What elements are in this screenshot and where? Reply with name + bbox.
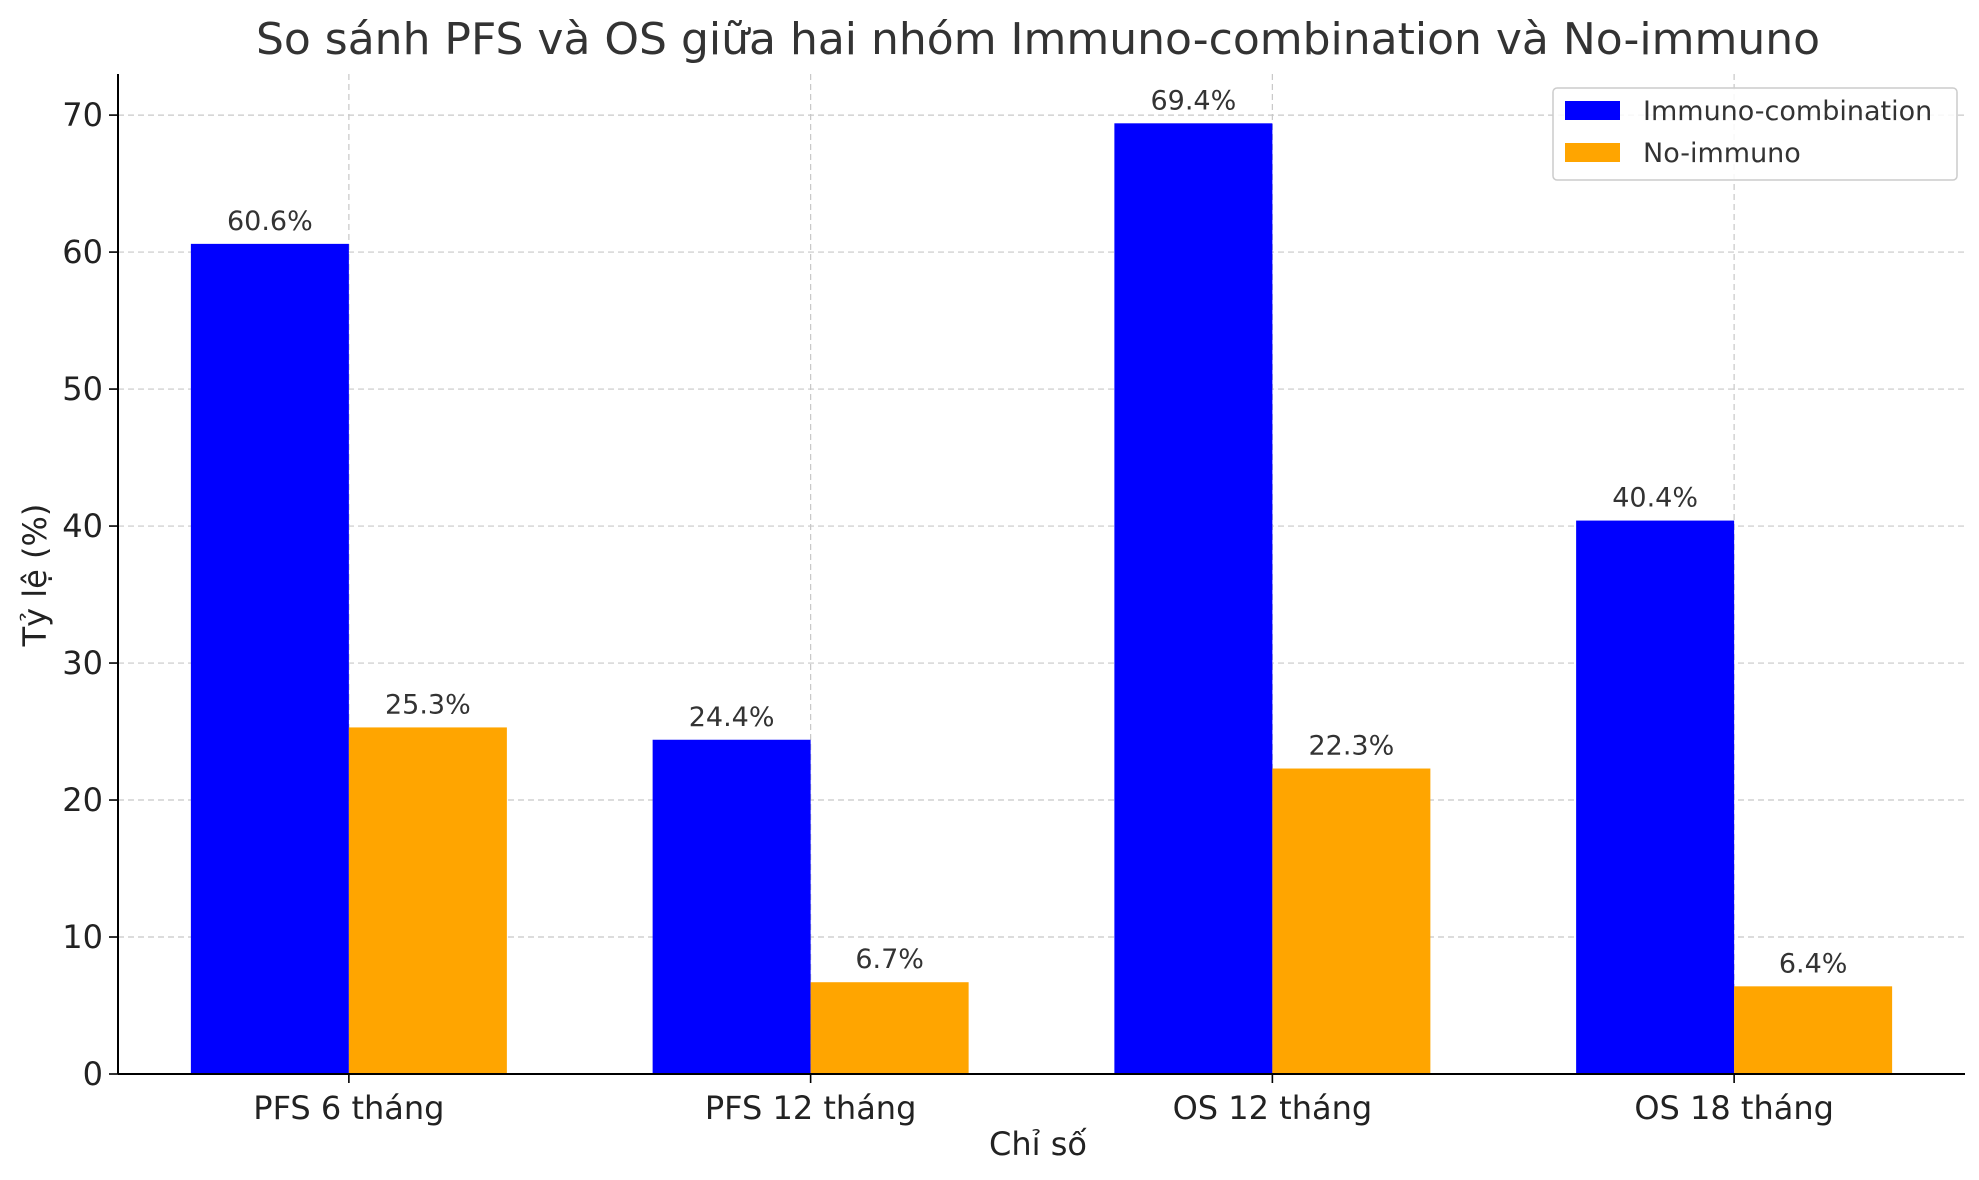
x-axis-ticks: PFS 6 tháng PFS 12 tháng OS 12 tháng OS 18 … [253, 1074, 1834, 1127]
bar-value-label: 6.7% [855, 944, 924, 975]
y-tick-label: 30 [62, 644, 103, 682]
legend-box [1552, 87, 1958, 181]
y-axis-ticks: 0 10 20 30 40 50 60 70 [62, 96, 118, 1093]
bar-value-label: 25.3% [385, 689, 471, 720]
x-tick-label: PFS 12 tháng [705, 1089, 917, 1127]
bar-immuno [1114, 123, 1273, 1075]
bar-value-label: 22.3% [1308, 731, 1394, 762]
y-tick-label: 70 [62, 96, 103, 134]
legend-label-noimmuno: No-immuno [1643, 138, 1801, 169]
bar-noimmuno [1272, 768, 1431, 1074]
data-labels: 60.6% 25.3% 24.4% 6.7% 69.4% 22.3% 40.4% 6.4% [227, 85, 1847, 979]
bar-value-label: 69.4% [1150, 85, 1236, 116]
bars [190, 123, 1893, 1075]
bar-noimmuno [348, 727, 507, 1074]
bar-value-label: 24.4% [689, 702, 775, 733]
bar-value-label: 6.4% [1779, 948, 1848, 979]
y-tick-label: 20 [62, 781, 103, 819]
bar-value-label: 40.4% [1612, 483, 1698, 514]
y-tick-label: 50 [62, 370, 103, 408]
bar-immuno [190, 243, 349, 1074]
legend-swatch-immuno [1565, 101, 1620, 120]
x-axis-title: Chỉ số [989, 1125, 1087, 1163]
legend: Immuno-combination No-immuno [1552, 87, 1958, 181]
y-tick-label: 0 [83, 1055, 103, 1093]
y-tick-label: 10 [62, 918, 103, 956]
bar-noimmuno [1734, 986, 1893, 1074]
bar-noimmuno [810, 982, 969, 1074]
chart-title: So sánh PFS và OS giữa hai nhóm Immuno-c… [256, 14, 1820, 65]
y-tick-label: 40 [62, 507, 103, 545]
x-tick-label: PFS 6 tháng [253, 1089, 444, 1127]
bar-immuno [652, 739, 811, 1074]
bar-immuno [1576, 520, 1735, 1074]
y-axis-title: Tỷ lệ (%) [16, 504, 54, 648]
x-tick-label: OS 18 tháng [1634, 1089, 1834, 1127]
x-tick-label: OS 12 tháng [1173, 1089, 1373, 1127]
legend-swatch-noimmuno [1565, 143, 1620, 162]
bar-value-label: 60.6% [227, 206, 313, 237]
y-tick-label: 60 [62, 233, 103, 271]
legend-label-immuno: Immuno-combination [1643, 96, 1932, 127]
